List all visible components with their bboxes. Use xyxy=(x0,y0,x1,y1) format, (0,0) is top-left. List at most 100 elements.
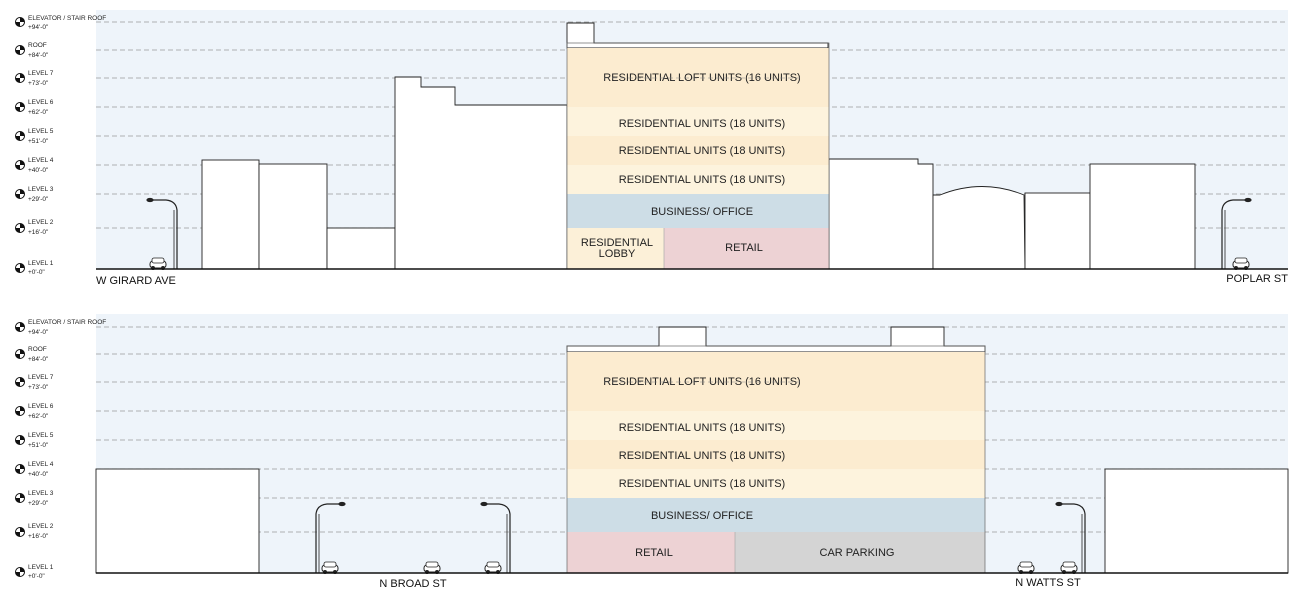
street-lamp-icon xyxy=(480,501,511,573)
level-elevation-label: +73'-0" xyxy=(28,384,49,391)
parking-band-b xyxy=(735,532,985,573)
res4-label-a: RESIDENTIAL UNITS (18 UNITS) xyxy=(619,174,785,186)
level-marker-b-0: ELEVATOR / STAIR ROOF +94'-0" xyxy=(15,319,106,336)
res4-band-a xyxy=(567,165,829,194)
level-elevation-label: +0'-0" xyxy=(28,573,45,580)
street-lamp-icon xyxy=(315,501,346,573)
level-name-label: LEVEL 6 xyxy=(28,403,54,410)
retail-label-b: RETAIL xyxy=(635,547,673,559)
res5-band-b xyxy=(567,440,985,469)
level-name-label: LEVEL 4 xyxy=(28,461,54,468)
business-band-b xyxy=(567,498,985,532)
res4-band-b xyxy=(567,469,985,498)
level-marker-b-7: LEVEL 2 +16'-0" xyxy=(15,523,54,540)
res4-label-b: RESIDENTIAL UNITS (18 UNITS) xyxy=(619,478,785,490)
level-elevation-label: +40'-0" xyxy=(28,167,49,174)
street-label-right-b: N WATTS ST xyxy=(1015,577,1081,589)
proposed-building-b xyxy=(566,326,986,574)
level-elevation-label: +84'-0" xyxy=(28,356,49,363)
res5-label-a: RESIDENTIAL UNITS (18 UNITS) xyxy=(619,145,785,157)
parking-label-b: CAR PARKING xyxy=(820,547,895,559)
street-lamp-icon xyxy=(1221,197,1252,269)
street-lamp-icon xyxy=(1055,501,1086,573)
level-elevation-label: +62'-0" xyxy=(28,109,49,116)
elevation-section-a: RESIDENTIAL LOFT UNITS (16 UNITS) RESIDE… xyxy=(96,10,1288,287)
level-name-label: LEVEL 1 xyxy=(28,564,54,571)
elevation-section-b: RESIDENTIAL LOFT UNITS (16 UNITS) RESIDE… xyxy=(95,314,1289,590)
level-marker-b-3: LEVEL 6 +62'-0" xyxy=(15,403,54,420)
proposed-building-a xyxy=(566,22,830,270)
res6-band-a xyxy=(567,107,829,136)
level-marker-b-4: LEVEL 5 +51'-0" xyxy=(15,432,54,449)
retail-label-a: RETAIL xyxy=(725,242,763,254)
level-name-label: LEVEL 3 xyxy=(28,186,54,193)
level-name-label: ROOF xyxy=(28,42,47,49)
level-name-label: ELEVATOR / STAIR ROOF xyxy=(28,15,106,22)
level-marker-a-7: LEVEL 2 +16'-0" xyxy=(15,219,54,236)
level-name-label: LEVEL 7 xyxy=(28,374,54,381)
level-elevation-label: +29'-0" xyxy=(28,500,49,507)
res5-label-b: RESIDENTIAL UNITS (18 UNITS) xyxy=(619,450,785,462)
business-label-a: BUSINESS/ OFFICE xyxy=(651,206,753,218)
business-label-b: BUSINESS/ OFFICE xyxy=(651,510,753,522)
level-elevation-label: +51'-0" xyxy=(28,442,49,449)
car-icon xyxy=(1060,561,1078,574)
level-name-label: LEVEL 5 xyxy=(28,432,54,439)
level-elevation-label: +16'-0" xyxy=(28,533,49,540)
level-marker-a-6: LEVEL 3 +29'-0" xyxy=(15,186,54,203)
level-elevation-label: +16'-0" xyxy=(28,229,49,236)
level-marker-a-0: ELEVATOR / STAIR ROOF +94'-0" xyxy=(15,15,106,31)
level-name-label: LEVEL 6 xyxy=(28,99,54,106)
car-icon xyxy=(484,561,502,574)
street-label-right-a: POPLAR ST xyxy=(1226,273,1288,285)
lobby-label-line1-a: RESIDENTIAL xyxy=(581,237,653,249)
level-marker-a-1: ROOF +84'-0" xyxy=(15,42,49,59)
lobby-band-a xyxy=(567,228,664,269)
level-marker-a-8: LEVEL 1 +0'-0" xyxy=(15,260,54,276)
res6-label-b: RESIDENTIAL UNITS (18 UNITS) xyxy=(619,422,785,434)
street-label-left-b: N BROAD ST xyxy=(379,578,447,590)
level-elevation-label: +94'-0" xyxy=(28,24,49,31)
car-icon xyxy=(1017,561,1035,574)
level-elevation-label: +51'-0" xyxy=(28,138,49,145)
level-marker-a-5: LEVEL 4 +40'-0" xyxy=(15,157,54,174)
level-name-label: LEVEL 2 xyxy=(28,523,54,530)
retail-band-b xyxy=(567,532,735,573)
business-band-a xyxy=(567,194,829,228)
loft-band-a xyxy=(567,48,829,107)
level-name-label: ROOF xyxy=(28,346,47,353)
street-label-left-a: W GIRARD AVE xyxy=(96,275,176,287)
level-name-label: LEVEL 5 xyxy=(28,128,54,135)
level-name-label: LEVEL 1 xyxy=(28,260,54,267)
retail-band-a xyxy=(664,228,829,269)
level-marker-a-2: LEVEL 7 +73'-0" xyxy=(15,70,54,87)
level-elevation-label: +29'-0" xyxy=(28,196,49,203)
neighbor-buildings-b xyxy=(95,468,1289,574)
res6-band-b xyxy=(567,411,985,440)
level-elevation-label: +62'-0" xyxy=(28,413,49,420)
neighbor-buildings-right-a xyxy=(828,158,1196,270)
level-marker-a-3: LEVEL 6 +62'-0" xyxy=(15,99,54,116)
level-marker-b-1: ROOF +84'-0" xyxy=(15,346,49,363)
car-icon xyxy=(149,257,167,270)
car-icon xyxy=(321,561,339,574)
level-marker-b-2: LEVEL 7 +73'-0" xyxy=(15,374,54,391)
level-name-label: LEVEL 7 xyxy=(28,70,54,77)
level-elevation-label: +73'-0" xyxy=(28,80,49,87)
level-marker-b-5: LEVEL 4 +40'-0" xyxy=(15,461,54,478)
level-marker-a-4: LEVEL 5 +51'-0" xyxy=(15,128,54,145)
lobby-label-line2-a: LOBBY xyxy=(599,248,636,260)
level-name-label: LEVEL 2 xyxy=(28,219,54,226)
level-markers-b: ELEVATOR / STAIR ROOF +94'-0" ROOF +84'-0"… xyxy=(15,319,106,580)
res5-band-a xyxy=(567,136,829,165)
car-icon xyxy=(423,561,441,574)
level-name-label: LEVEL 3 xyxy=(28,490,54,497)
level-elevation-label: +84'-0" xyxy=(28,52,49,59)
res6-label-a: RESIDENTIAL UNITS (18 UNITS) xyxy=(619,118,785,130)
level-elevation-label: +94'-0" xyxy=(28,329,49,336)
level-elevation-label: +0'-0" xyxy=(28,269,45,276)
street-lamp-icon xyxy=(146,197,178,269)
level-marker-b-8: LEVEL 1 +0'-0" xyxy=(15,564,54,580)
level-name-label: LEVEL 4 xyxy=(28,157,54,164)
